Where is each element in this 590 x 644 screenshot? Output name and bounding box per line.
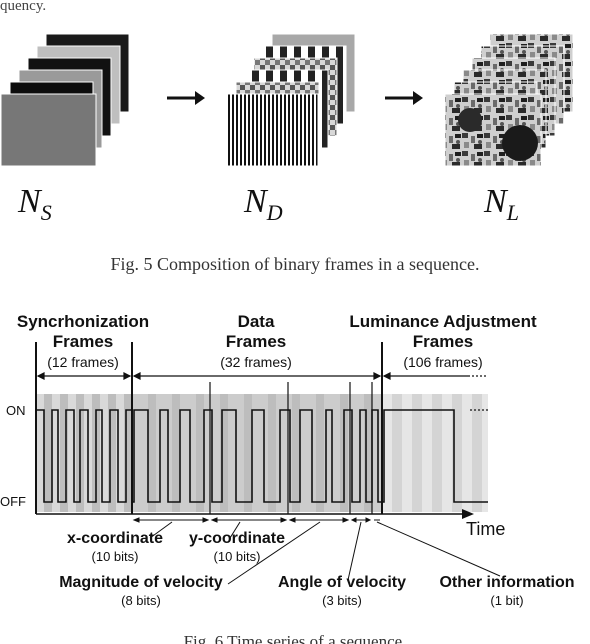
previous-text-fragment: quency.	[0, 0, 47, 14]
magnitude-of-velocity-label: Magnitude of velocity (8 bits)	[59, 574, 223, 608]
sync-frames-header: Syncrhonization Frames (12 frames)	[16, 312, 150, 370]
frame-background-bands	[36, 394, 488, 512]
label-nl: NL	[484, 183, 519, 225]
nd-frame-stack	[225, 33, 356, 167]
arrow-1	[167, 91, 205, 105]
luminance-frames-header: Luminance Adjustment Frames (106 frames)	[349, 312, 537, 370]
figure-6-time-series	[35, 342, 501, 585]
field-span-arrows	[132, 517, 380, 523]
figure-5-caption: Fig. 5 Composition of binary frames in a…	[110, 254, 480, 274]
nl-frame-stack	[444, 33, 574, 167]
time-axis	[36, 509, 474, 519]
label-ns: NS	[18, 183, 52, 225]
field-leader-lines	[149, 521, 501, 585]
on-off-signal	[36, 409, 488, 503]
time-axis-label: Time	[466, 519, 506, 539]
arrow-2	[385, 91, 423, 105]
y-coordinate-label: y-coordinate (10 bits)	[188, 530, 285, 564]
on-label: ON	[6, 403, 26, 418]
label-nd: ND	[244, 183, 283, 225]
figure-6-caption: Fig. 6 Time series of a sequence.	[183, 632, 407, 644]
off-label: OFF	[0, 494, 26, 509]
section-span-arrows	[36, 372, 488, 380]
ns-frame-stack	[0, 33, 130, 167]
data-frames-header: Data Frames (32 frames)	[220, 312, 292, 370]
angle-of-velocity-label: Angle of velocity (3 bits)	[277, 574, 407, 608]
x-coordinate-label: x-coordinate (10 bits)	[66, 530, 163, 564]
figure-5-frame-stacks	[0, 33, 574, 167]
other-information-label: Other information (1 bit)	[439, 574, 575, 608]
